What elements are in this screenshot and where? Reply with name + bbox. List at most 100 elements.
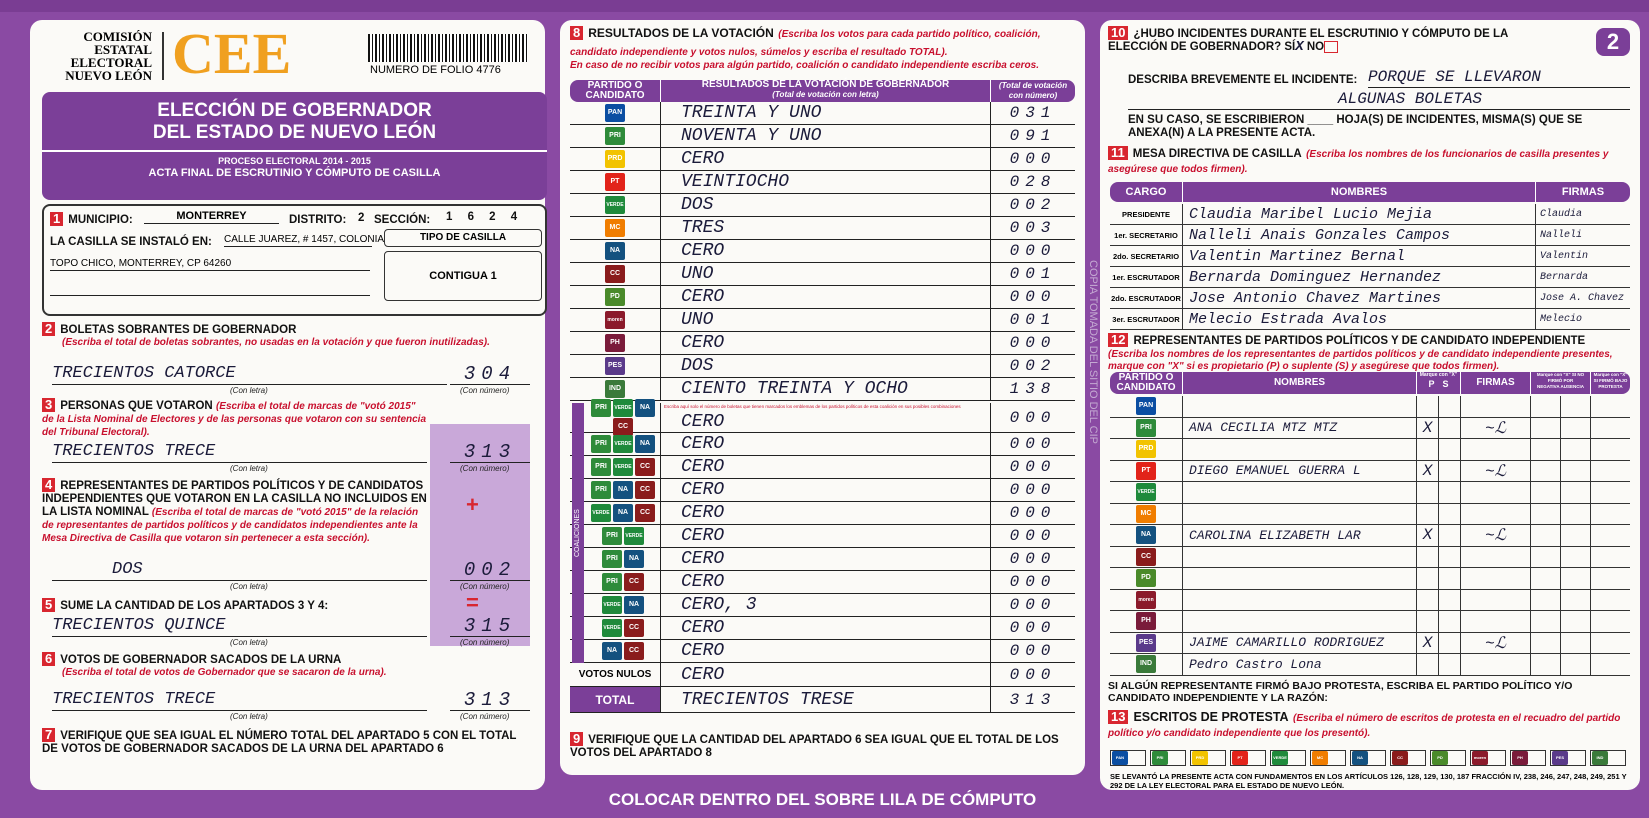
votos-numero[interactable]: 000 [990,617,1075,639]
votos-letra[interactable]: UNO [660,309,990,331]
negativa-checkbox[interactable] [1530,654,1560,675]
nombre-representante[interactable]: DIEGO EMANUEL GUERRA L [1182,460,1416,481]
firma-funcionario[interactable]: Jose A. Chavez [1535,288,1630,308]
protest-box[interactable]: MC [1310,750,1346,766]
propietario-checkbox[interactable] [1416,568,1438,589]
ausencia-checkbox[interactable] [1560,482,1590,503]
protest-box[interactable]: PRI [1150,750,1186,766]
votos-letra[interactable]: CERO [660,433,990,455]
suplente-checkbox[interactable] [1438,503,1460,524]
ausencia-checkbox[interactable] [1560,654,1590,675]
votos-numero[interactable]: 028 [990,171,1075,193]
propietario-checkbox[interactable]: X [1416,525,1438,546]
firma-representante[interactable] [1460,589,1530,610]
firma-representante[interactable] [1460,611,1530,632]
protesta-checkbox[interactable] [1590,417,1630,438]
votos-numero[interactable]: 003 [990,217,1075,239]
nombre-funcionario[interactable]: Claudia Maribel Lucio Mejia [1182,204,1535,224]
firma-representante[interactable]: ~ℒ [1460,417,1530,438]
ausencia-checkbox[interactable] [1560,632,1590,653]
suplente-checkbox[interactable] [1438,589,1460,610]
protesta-checkbox[interactable] [1590,632,1630,653]
votos-numero[interactable]: 000 [990,332,1075,354]
propietario-checkbox[interactable]: X [1416,417,1438,438]
negativa-checkbox[interactable] [1530,503,1560,524]
votos-numero[interactable]: 000 [990,663,1075,686]
propietario-checkbox[interactable] [1416,611,1438,632]
nombre-representante[interactable] [1182,396,1416,417]
protest-box[interactable]: VERDE [1270,750,1306,766]
votos-numero[interactable]: 000 [990,571,1075,593]
ausencia-checkbox[interactable] [1560,460,1590,481]
votos-letra[interactable]: CERO [660,479,990,501]
negativa-checkbox[interactable] [1530,439,1560,460]
votos-letra[interactable]: DOS [660,194,990,216]
firma-representante[interactable] [1460,503,1530,524]
suplente-checkbox[interactable] [1438,396,1460,417]
propietario-checkbox[interactable] [1416,396,1438,417]
ausencia-checkbox[interactable] [1560,589,1590,610]
negativa-checkbox[interactable] [1530,611,1560,632]
protest-box[interactable]: moren [1470,750,1506,766]
votos-numero[interactable]: 031 [990,102,1075,124]
votos-numero[interactable]: 000 [990,456,1075,478]
votos-numero[interactable]: 091 [990,125,1075,147]
votos-letra[interactable]: CERO [660,571,990,593]
votos-numero[interactable]: 000 [990,286,1075,308]
votos-letra[interactable]: NOVENTA Y UNO [660,125,990,147]
suplente-checkbox[interactable] [1438,439,1460,460]
protesta-checkbox[interactable] [1590,589,1630,610]
votos-numero[interactable]: 000 [990,433,1075,455]
negativa-checkbox[interactable] [1530,482,1560,503]
firma-representante[interactable]: ~ℒ [1460,632,1530,653]
ausencia-checkbox[interactable] [1560,568,1590,589]
suplente-checkbox[interactable] [1438,460,1460,481]
suplente-checkbox[interactable] [1438,632,1460,653]
propietario-checkbox[interactable] [1416,654,1438,675]
nombre-representante[interactable] [1182,546,1416,567]
votos-letra[interactable]: TREINTA Y UNO [660,102,990,124]
propietario-checkbox[interactable]: X [1416,460,1438,481]
protesta-checkbox[interactable] [1590,503,1630,524]
nombre-funcionario[interactable]: Melecio Estrada Avalos [1182,309,1535,329]
ausencia-checkbox[interactable] [1560,439,1590,460]
firma-funcionario[interactable]: Nalleli [1535,225,1630,245]
votos-letra[interactable]: CERO [660,456,990,478]
propietario-checkbox[interactable] [1416,482,1438,503]
protest-box[interactable]: IND [1590,750,1626,766]
votos-letra[interactable]: TRECIENTOS TRESE [660,687,990,712]
nombre-representante[interactable] [1182,482,1416,503]
nombre-representante[interactable]: ANA CECILIA MTZ MTZ [1182,417,1416,438]
protesta-checkbox[interactable] [1590,482,1630,503]
propietario-checkbox[interactable] [1416,546,1438,567]
suplente-checkbox[interactable] [1438,482,1460,503]
votos-letra[interactable]: CIENTO TREINTA Y OCHO [660,378,990,400]
ausencia-checkbox[interactable] [1560,611,1590,632]
protest-box[interactable]: PD [1430,750,1466,766]
protesta-checkbox[interactable] [1590,546,1630,567]
propietario-checkbox[interactable] [1416,439,1438,460]
votos-numero[interactable]: 002 [990,355,1075,377]
nombre-funcionario[interactable]: Valentin Martinez Bernal [1182,246,1535,266]
protest-box[interactable]: NA [1350,750,1386,766]
votos-letra[interactable]: CERO [660,148,990,170]
protest-box[interactable]: PT [1230,750,1266,766]
suplente-checkbox[interactable] [1438,525,1460,546]
ausencia-checkbox[interactable] [1560,546,1590,567]
nombre-representante[interactable] [1182,568,1416,589]
protesta-checkbox[interactable] [1590,396,1630,417]
protesta-checkbox[interactable] [1590,568,1630,589]
votos-numero[interactable]: 000 [990,594,1075,616]
negativa-checkbox[interactable] [1530,396,1560,417]
votos-letra[interactable]: CERO [660,332,990,354]
nombre-funcionario[interactable]: Nalleli Anais Gonzales Campos [1182,225,1535,245]
suplente-checkbox[interactable] [1438,654,1460,675]
no-checkbox[interactable] [1324,41,1339,53]
protest-box[interactable]: CC [1390,750,1426,766]
negativa-checkbox[interactable] [1530,525,1560,546]
nombre-representante[interactable]: CAROLINA ELIZABETH LAR [1182,525,1416,546]
firma-funcionario[interactable]: Bernarda [1535,267,1630,287]
negativa-checkbox[interactable] [1530,417,1560,438]
votos-numero[interactable]: 000 [990,640,1075,662]
protesta-checkbox[interactable] [1590,439,1630,460]
